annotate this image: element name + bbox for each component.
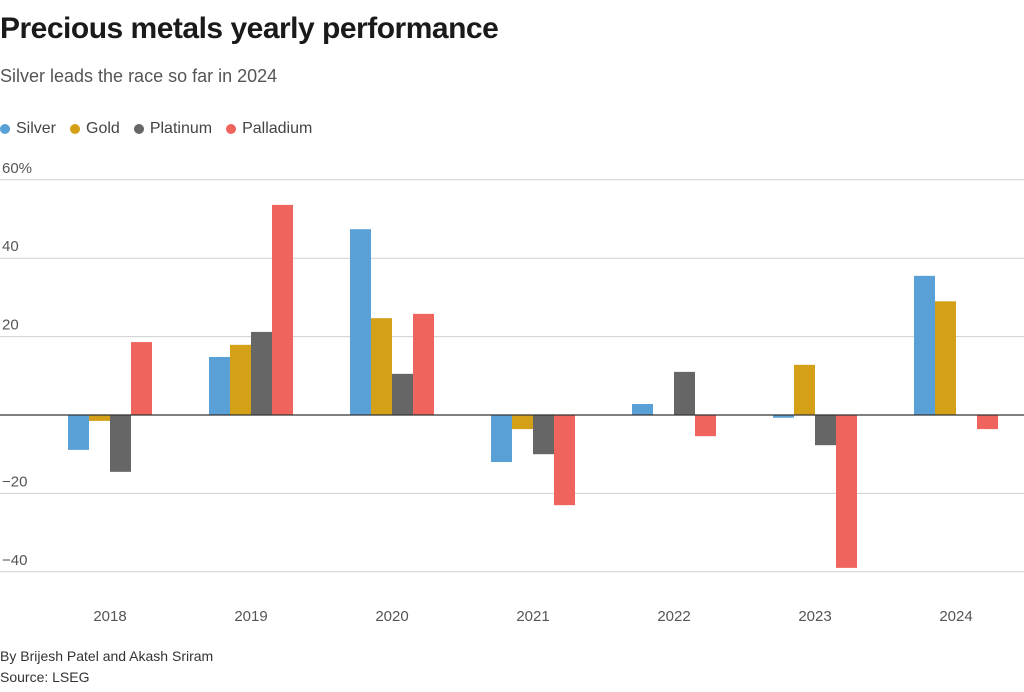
legend-swatch [0,124,10,134]
x-tick-label: 2022 [657,608,690,625]
bar-silver-2019 [209,356,230,415]
legend-swatch [70,124,81,134]
bar-gold-2020 [371,318,392,415]
byline: By Brijesh Patel and Akash Sriram [0,648,214,664]
bar-silver-2021 [491,415,512,463]
x-tick-label: 2024 [939,608,972,625]
x-tick-label: 2018 [93,608,126,625]
source-note: Source: LSEG [0,669,90,685]
chart-title: Precious metals yearly performance [0,12,499,45]
bar-gold-2018 [89,415,110,421]
legend: Silver Gold Platinum Palladium [0,120,312,138]
bar-silver-2020 [350,229,371,415]
legend-swatch [133,124,144,134]
legend-label: Gold [86,120,120,137]
bar-gold-2023 [794,364,815,415]
bar-platinum-2023 [815,415,836,446]
bar-silver-2018 [68,415,89,450]
legend-label: Silver [16,120,57,137]
legend-item-palladium: Palladium [226,120,312,138]
legend-label: Platinum [149,120,213,137]
bar-palladium-2022 [695,415,716,437]
bar-platinum-2022 [674,371,695,415]
bar-silver-2022 [632,404,653,415]
y-tick-label: −20 [2,473,27,490]
bar-palladium-2020 [413,313,434,415]
legend-item-silver: Silver [0,120,56,138]
bar-gold-2024 [935,301,956,415]
bar-platinum-2020 [392,373,413,415]
x-tick-label: 2019 [234,608,267,625]
legend-item-gold: Gold [70,120,120,138]
x-tick-label: 2020 [375,608,408,625]
bar-palladium-2018 [131,342,152,415]
bar-chart: 60% 40 20 −20 −40 2018 2019 2020 2021 2022 2023 202… [0,160,1024,625]
legend-item-platinum: Platinum [133,120,213,138]
y-tick-label: −40 [2,552,27,569]
bar-silver-2023 [773,415,794,418]
bar-platinum-2019 [251,331,272,415]
y-tick-label: 20 [2,317,19,334]
bar-palladium-2019 [272,204,293,415]
legend-label: Palladium [242,120,313,137]
bar-silver-2024 [914,275,935,415]
bar-palladium-2024 [977,415,998,430]
bar-gold-2019 [230,344,251,415]
legend-swatch [226,124,237,134]
y-tick-label: 40 [2,238,19,255]
chart-subtitle: Silver leads the race so far in 2024 [0,66,278,86]
x-tick-label: 2023 [798,608,831,625]
bar-gold-2021 [512,415,533,430]
bar-palladium-2023 [836,415,857,568]
x-tick-label: 2021 [516,608,549,625]
bar-palladium-2021 [554,415,575,506]
bar-platinum-2018 [110,415,131,472]
y-tick-label: 60% [2,160,32,177]
bar-platinum-2021 [533,415,554,455]
